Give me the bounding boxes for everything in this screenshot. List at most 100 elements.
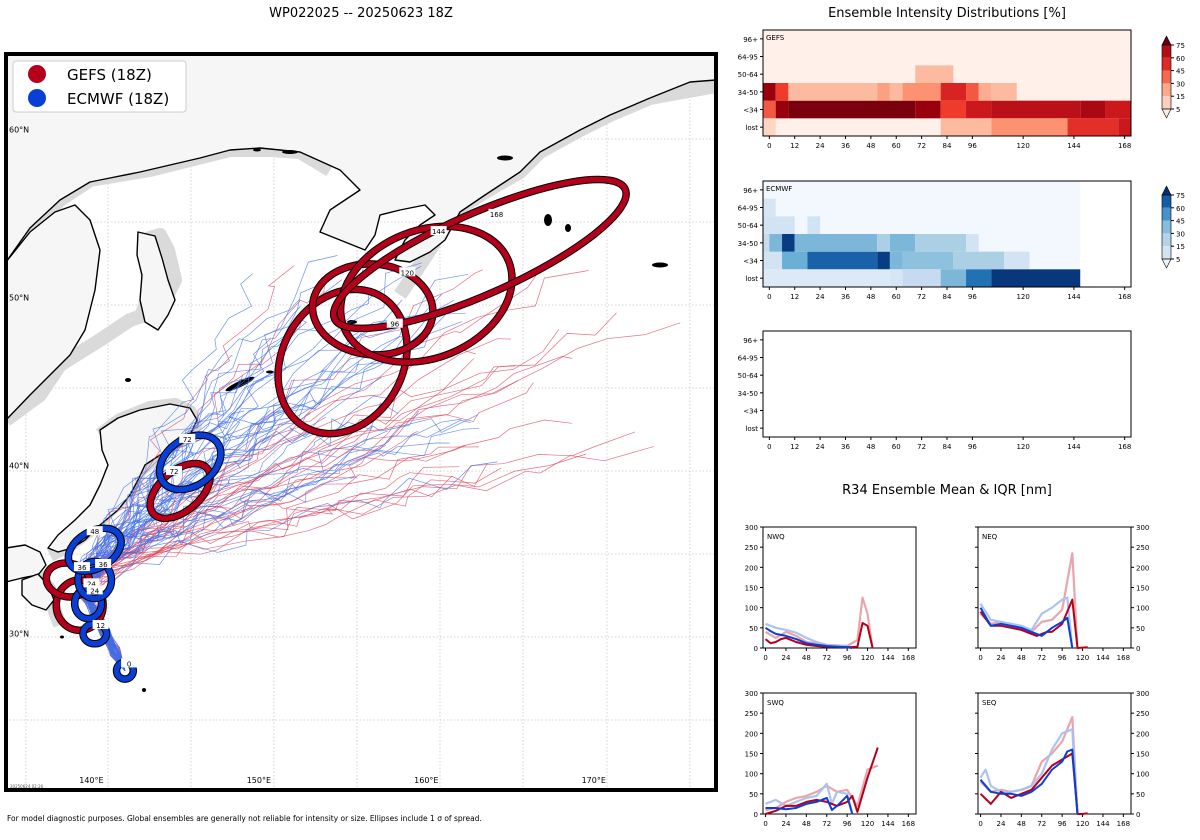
heatmap-y-tick-label: 64-95 bbox=[738, 54, 758, 62]
r34-y-tick-label-right: 100 bbox=[1136, 771, 1149, 779]
ecmwf-hour-label: 36 bbox=[99, 561, 108, 569]
ecmwf-colorbar: 75 60 45 30 15 5 bbox=[1161, 185, 1185, 269]
ecmwf-iqr-line bbox=[979, 596, 1074, 649]
colorbar-tick-label: 5 bbox=[1176, 106, 1180, 114]
heatmap-cell bbox=[915, 65, 954, 83]
gefs-hour-label: 120 bbox=[401, 269, 414, 277]
r34-x-tick-label: 96 bbox=[1058, 820, 1067, 828]
heatmap-cell bbox=[902, 269, 941, 287]
heatmap-x-tick-label: 36 bbox=[841, 293, 850, 301]
heatmap-cell bbox=[763, 198, 776, 217]
r34-y-tick-label: 150 bbox=[745, 751, 758, 759]
gefs-mean-line bbox=[764, 622, 874, 649]
r34-x-tick-label: 48 bbox=[1017, 654, 1026, 662]
r34-panel-seq: SEQ 0 24 48 72 96 120 144 168 0 50 100 150 200 250 300 bbox=[975, 690, 1149, 828]
r34-y-tick-label-right: 100 bbox=[1136, 605, 1149, 613]
heatmap-x-tick-label: 0 bbox=[767, 293, 771, 301]
gefs-hour-label-bg bbox=[73, 562, 90, 572]
heatmap-y-tick-label: <34 bbox=[743, 258, 758, 266]
colorbar-tick-label: 75 bbox=[1176, 192, 1185, 200]
heatmap-cell bbox=[966, 83, 979, 101]
map-title: WP022025 -- 20250623 18Z bbox=[269, 6, 453, 21]
r34-panel-label: SEQ bbox=[982, 699, 997, 707]
map-x-tick-label: 160°E bbox=[414, 776, 438, 785]
heatmap-cell bbox=[794, 234, 878, 252]
r34-panel-swq: SWQ 0 24 48 72 96 120 144 168 0 50 100 150 200 250 300 bbox=[745, 690, 917, 828]
r34-y-tick-label-right: 50 bbox=[1136, 791, 1145, 799]
colorbar-tick-label: 5 bbox=[1176, 256, 1180, 264]
r34-x-tick-label: 0 bbox=[978, 654, 982, 662]
r34-x-tick-label: 0 bbox=[763, 820, 767, 828]
heatmap-cell bbox=[877, 234, 890, 252]
r34-x-tick-label: 48 bbox=[802, 654, 811, 662]
colorbar-tick-label: 75 bbox=[1176, 42, 1185, 50]
heatmap-y-tick-label: 50-64 bbox=[738, 222, 759, 230]
heatmap-cell bbox=[1004, 251, 1030, 270]
heatmap-cell bbox=[940, 83, 967, 101]
r34-y-tick-label-right: 300 bbox=[1136, 524, 1149, 532]
ecmwf-hour-label: 0 bbox=[127, 660, 131, 668]
map-y-tick-label: 30°N bbox=[9, 630, 29, 639]
heatmap-cell bbox=[763, 100, 776, 119]
colorbar-tick-label: 60 bbox=[1176, 205, 1185, 213]
heatmap-cell bbox=[763, 234, 770, 252]
heatmap-cell bbox=[991, 269, 1081, 287]
heatmap-panel-label: GEFS bbox=[766, 34, 785, 42]
heatmap-cell bbox=[788, 100, 916, 119]
colorbar-frame bbox=[1161, 194, 1172, 260]
ecmwf-iqr-line bbox=[765, 622, 853, 650]
colorbar-tick-label: 45 bbox=[1176, 218, 1185, 226]
heatmap-y-tick-label: <34 bbox=[743, 408, 758, 416]
heatmap-cell bbox=[763, 251, 783, 270]
r34-x-tick-label: 0 bbox=[763, 654, 767, 662]
r34-x-tick-label: 48 bbox=[802, 820, 811, 828]
r34-x-tick-label: 144 bbox=[881, 654, 895, 662]
heatmap-y-tick-label: 96+ bbox=[743, 337, 758, 345]
r34-x-tick-label: 96 bbox=[843, 654, 852, 662]
r34-frame bbox=[762, 526, 917, 649]
r34-x-tick-label: 168 bbox=[1117, 820, 1130, 828]
r34-x-tick-label: 168 bbox=[902, 654, 915, 662]
colorbar-tick-label: 45 bbox=[1176, 68, 1185, 76]
heatmap-x-tick-label: 120 bbox=[1016, 293, 1029, 301]
r34-y-tick-label: 50 bbox=[749, 625, 758, 633]
heatmap-x-tick-label: 120 bbox=[1016, 443, 1029, 451]
colorbar-tick-label: 15 bbox=[1176, 243, 1185, 251]
legend-ecmwf-marker bbox=[28, 89, 46, 107]
gefs-colorbar: 75 60 45 30 15 5 bbox=[1161, 35, 1185, 119]
heatmap-cell bbox=[877, 83, 890, 101]
gefs-hour-label-bg bbox=[83, 578, 100, 588]
r34-x-tick-label: 0 bbox=[978, 820, 982, 828]
heatmap-frame bbox=[762, 330, 1132, 438]
heatmap-cell bbox=[1118, 118, 1131, 136]
ecmwf-mean-line bbox=[764, 626, 853, 649]
heatmap-x-tick-label: 24 bbox=[816, 142, 825, 150]
map-y-tick-label: 50°N bbox=[9, 294, 29, 303]
r34-x-tick-label: 120 bbox=[861, 654, 874, 662]
heatmap-x-tick-label: 168 bbox=[1118, 443, 1131, 451]
r34-x-tick-label: 168 bbox=[1117, 654, 1130, 662]
r34-panel-label: SWQ bbox=[767, 699, 784, 707]
map-legend: GEFS (18Z) ECMWF (18Z) bbox=[12, 60, 187, 113]
r34-y-tick-label-right: 50 bbox=[1136, 625, 1145, 633]
colorbar-band bbox=[1162, 207, 1171, 221]
r34-x-tick-label: 144 bbox=[881, 820, 895, 828]
heatmap-x-tick-label: 60 bbox=[892, 293, 901, 301]
timestamp-stamp: 20250624 02:26 bbox=[10, 784, 44, 789]
colorbar-extend-top bbox=[1161, 35, 1172, 46]
gefs-mean-line bbox=[765, 747, 879, 815]
r34-x-tick-label: 24 bbox=[996, 820, 1005, 828]
gefs-hour-label: 168 bbox=[490, 211, 503, 219]
ecmwf-ellipse-36h bbox=[75, 558, 115, 602]
heatmap-cell bbox=[807, 216, 821, 234]
colorbar-tick-label: 15 bbox=[1176, 93, 1185, 101]
heatmap-cell bbox=[763, 269, 890, 287]
r34-y-tick-label: 250 bbox=[745, 544, 758, 552]
heatmap-x-tick-label: 12 bbox=[790, 293, 799, 301]
r34-y-tick-label: 150 bbox=[745, 585, 758, 593]
heatmap-y-tick-label: 96+ bbox=[743, 36, 758, 44]
heatmap-cell bbox=[915, 100, 941, 119]
r34-x-tick-label: 24 bbox=[781, 820, 790, 828]
map-y-tick-label: 60°N bbox=[9, 126, 29, 135]
